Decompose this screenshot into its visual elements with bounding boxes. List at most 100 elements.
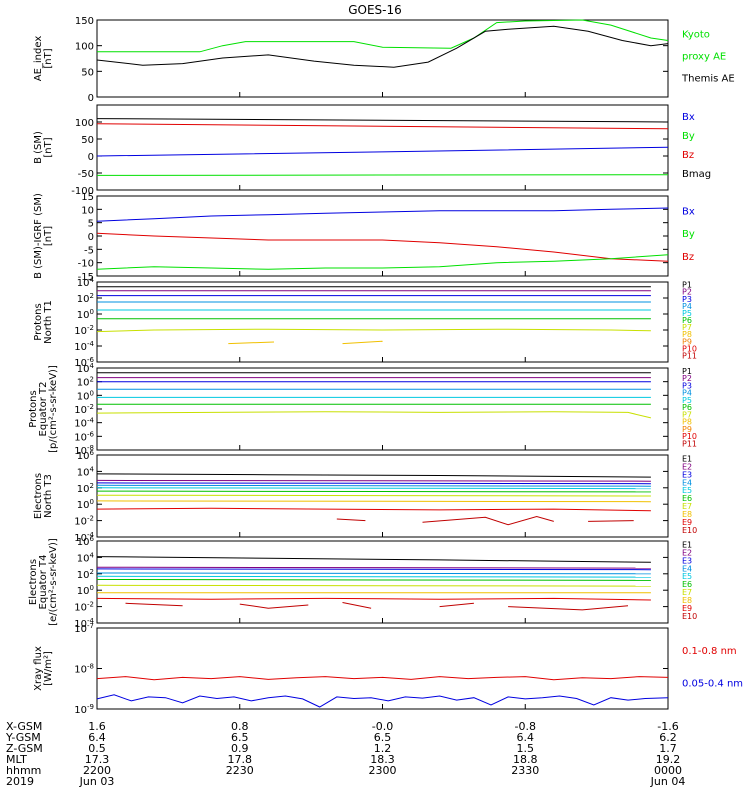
y-axis-label: [e/(cm²-s-sr-keV)] bbox=[48, 538, 59, 626]
panel-frame bbox=[96, 367, 669, 451]
y-axis-label: North T3 bbox=[43, 474, 54, 518]
legend-entry: E5 bbox=[682, 486, 692, 495]
legend-entry: P3 bbox=[682, 381, 692, 390]
series-e3 bbox=[96, 568, 651, 571]
y-tick-label: 10-2 bbox=[74, 324, 94, 337]
y-tick-label: 106 bbox=[77, 449, 95, 462]
legend-entry: E6 bbox=[682, 494, 692, 503]
y-tick-label: 10-6 bbox=[74, 356, 94, 369]
series-by bbox=[96, 254, 669, 270]
y-axis-label: Protons bbox=[33, 303, 44, 340]
legend-entry: E7 bbox=[682, 588, 692, 597]
legend-entry: E10 bbox=[682, 526, 697, 535]
panel-frame bbox=[96, 627, 669, 710]
series-e10 bbox=[422, 515, 554, 526]
y-tick-label: -10 bbox=[78, 259, 94, 270]
series-e5 bbox=[96, 575, 651, 578]
legend-entry: 0.05-0.4 nm bbox=[682, 678, 743, 689]
y-axis-label: [nT] bbox=[43, 137, 54, 157]
series-e4 bbox=[96, 484, 651, 487]
legend-entry: P5 bbox=[682, 396, 692, 405]
y-tick-label: 50 bbox=[81, 135, 94, 146]
legend-entry: E1 bbox=[682, 454, 692, 463]
y-tick-label: 5 bbox=[88, 219, 94, 230]
y-axis-label: Xray flux bbox=[33, 646, 44, 691]
y-tick-label: 104 bbox=[77, 551, 95, 564]
series-e7 bbox=[96, 584, 651, 587]
y-axis-label: [p/(cm²-s-sr-keV)] bbox=[48, 365, 59, 453]
panel-electrons_t4: 106 104 102 100 10-2 10-4 Electrons Equator T4[… bbox=[28, 535, 697, 630]
y-axis-label: Protons bbox=[28, 390, 39, 427]
y-tick-label: 100 bbox=[77, 498, 94, 511]
legend-entry: 0.1-0.8 nm bbox=[682, 646, 737, 657]
legend-entry: P11 bbox=[682, 351, 697, 360]
y-axis-label: Equator T4 bbox=[38, 555, 49, 610]
legend-entry: P2 bbox=[682, 288, 692, 297]
legend-entry: E10 bbox=[682, 612, 697, 621]
legend-entry: P7 bbox=[682, 410, 692, 419]
series-p7 bbox=[96, 411, 652, 419]
legend-entry: P10 bbox=[682, 344, 697, 353]
series-e2 bbox=[96, 566, 651, 569]
series-e6 bbox=[96, 579, 651, 581]
legend-entry: By bbox=[682, 131, 695, 142]
y-tick-label: 150 bbox=[75, 16, 94, 27]
y-axis-label: AE_index bbox=[33, 36, 44, 82]
legend-entry: P5 bbox=[682, 309, 692, 318]
legend-entry: Bx bbox=[682, 206, 695, 217]
y-tick-label: 100 bbox=[77, 308, 94, 321]
y-tick-label: 104 bbox=[77, 276, 95, 289]
legend-entry: E3 bbox=[682, 556, 692, 565]
legend-entry: P6 bbox=[682, 403, 692, 412]
legend-entry: P8 bbox=[682, 418, 692, 427]
legend-entry: P7 bbox=[682, 323, 692, 332]
y-tick-label: 10-2 bbox=[74, 403, 94, 416]
legend-entry: P4 bbox=[682, 389, 692, 398]
series-bz bbox=[96, 232, 669, 262]
y-axis-label: [W/m²] bbox=[43, 651, 54, 686]
panel-frame bbox=[96, 195, 669, 277]
y-axis-label: North T1 bbox=[43, 300, 54, 344]
y-tick-label: 50 bbox=[81, 67, 94, 78]
panel-frame bbox=[96, 104, 669, 191]
legend-entry: P1 bbox=[682, 367, 692, 376]
panel-b_igrf: -15 -10 -5 0 5 10 15 B (SM)-IGRF (SM) [nT] Bx By Bz bbox=[33, 192, 695, 283]
series-0-1-0-8-nm bbox=[96, 676, 669, 681]
panel-xray: 10-7 10-8 10-9 Xray flux [W/m²] 0.1-0.8 nm 0.0… bbox=[33, 622, 743, 716]
y-tick-label: 10-8 bbox=[74, 663, 94, 676]
legend-entry: E9 bbox=[682, 604, 692, 613]
legend-entry: P3 bbox=[682, 295, 692, 304]
series-e6 bbox=[96, 490, 651, 493]
legend-entry: P8 bbox=[682, 330, 692, 339]
y-tick-label: 10-4 bbox=[74, 531, 94, 544]
series-e9 bbox=[96, 507, 651, 512]
panel-b_sm: -100 -50 0 50 100 B (SM) [nT] Bx By Bz Bmag bbox=[33, 104, 711, 197]
legend-entry: proxy AE bbox=[682, 52, 726, 63]
y-tick-label: 104 bbox=[77, 465, 95, 478]
y-tick-label: 0 bbox=[88, 152, 94, 163]
y-tick-label: 10-4 bbox=[74, 417, 94, 430]
y-axis-label: [nT] bbox=[43, 48, 54, 68]
legend-entry: P10 bbox=[682, 432, 697, 441]
legend-entry: E1 bbox=[682, 540, 692, 549]
series-e10 bbox=[239, 603, 309, 609]
series-bx bbox=[96, 146, 669, 157]
y-tick-label: 10-8 bbox=[74, 444, 94, 457]
y-tick-label: 104 bbox=[77, 362, 95, 375]
panel-ae: 0 50 100 150 AE_index [nT] Kyoto proxy AE Themis… bbox=[33, 16, 735, 104]
series-e5 bbox=[96, 487, 651, 490]
y-tick-label: 100 bbox=[75, 118, 94, 129]
legend-entry: Bz bbox=[682, 150, 694, 161]
legend-entry: E2 bbox=[682, 462, 692, 471]
y-tick-label: 100 bbox=[75, 42, 94, 53]
y-tick-label: 10-4 bbox=[74, 617, 94, 630]
panel-frame bbox=[96, 281, 669, 363]
series-0-05-0-4-nm bbox=[96, 694, 669, 708]
series-kyoto-proxy-ae bbox=[97, 19, 669, 53]
series-p7 bbox=[96, 328, 651, 333]
y-tick-label: 102 bbox=[77, 482, 94, 495]
y-tick-label: 100 bbox=[77, 389, 94, 402]
y-tick-label: 10-6 bbox=[74, 430, 94, 443]
